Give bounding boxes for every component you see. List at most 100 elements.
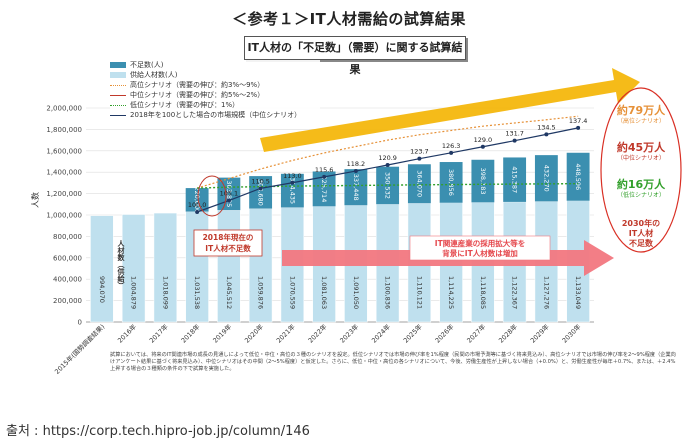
legend-label-mid: 中位シナリオ（需要の伸び：約5%～2%） — [130, 91, 265, 99]
supply-bar — [90, 215, 114, 323]
index-point — [449, 150, 454, 155]
index-value-label: 118.2 — [347, 160, 366, 168]
shortage-value-label: 303,835 — [225, 180, 233, 207]
current-shortage-circle — [197, 175, 227, 217]
supply-value-label: 1,118,085 — [479, 276, 487, 309]
shortage-bar — [376, 166, 400, 205]
supply-value-label: 1,100,836 — [384, 276, 392, 309]
legend-line-high — [110, 84, 126, 86]
page-title: ＜参考１＞IT人材需給の試算結果 — [232, 10, 466, 28]
shortage-2030-text-1: 2030年の — [622, 218, 660, 228]
shortage-value-label: 380,856 — [447, 169, 455, 196]
index-point — [258, 186, 263, 191]
supply-bar — [153, 212, 178, 323]
x-tick-label: 2028年 — [496, 322, 519, 345]
shortage-value-label: 448,596 — [574, 163, 582, 190]
bar-labels: 994,070 1,004,879 1,018,099 220,000 1,031,53… — [98, 163, 582, 309]
shortage-value-label: 398,183 — [479, 168, 487, 195]
y-tick-label: 1,000,000 — [46, 212, 82, 220]
index-value-label: 120.9 — [378, 154, 397, 162]
index-value-label: 131.7 — [505, 130, 524, 138]
index-point — [544, 132, 549, 137]
current-shortage-text-1: 2018年現在の — [203, 232, 254, 242]
index-value-label: 123.7 — [410, 148, 429, 156]
low-scenario-line — [197, 182, 579, 189]
y-tick-label: 1,800,000 — [46, 126, 82, 134]
shortage-bar — [312, 171, 336, 207]
index-point — [385, 162, 390, 167]
x-tick-label: 2016年 — [115, 322, 138, 345]
supply-value-label: 1,091,050 — [352, 276, 360, 309]
y-tick-label: 400,000 — [53, 276, 82, 284]
market-growth-text-3: 今後も拡大 — [393, 94, 434, 104]
x-tick-label: 2025年 — [401, 322, 424, 345]
x-tick-label: 2017年 — [147, 322, 170, 345]
legend-label-high: 高位シナリオ（需要の伸び：約3%～9%） — [130, 81, 265, 89]
legend-item-shortage: 不足数(人) — [110, 60, 320, 70]
low-scenario-value: 約16万人 — [617, 177, 666, 191]
index-value-label: 105.1 — [220, 190, 239, 198]
x-tick-label: 2026年 — [433, 322, 456, 345]
index-point — [512, 138, 517, 143]
shortage-bar — [566, 152, 590, 201]
x-tick-label: 2018年 — [179, 322, 202, 345]
legend-label-shortage: 不足数(人) — [130, 61, 164, 69]
supply-value-label: 1,122,367 — [511, 276, 519, 309]
index-point — [195, 210, 200, 214]
chart-title: IT人材の「不足数」（需要）に関する試算結果 — [244, 36, 466, 76]
market-growth-arrow — [260, 68, 640, 152]
legend-swatch-supply — [110, 72, 126, 78]
index-point — [353, 169, 358, 174]
shortage-bar — [439, 162, 463, 203]
shortage-bar — [534, 155, 558, 202]
x-tick-label: 2021年 — [274, 322, 297, 345]
index-point — [290, 180, 295, 185]
index-value-label: 134.5 — [537, 123, 556, 131]
x-tick-label: 2015年(国勢調査結果) — [52, 322, 106, 376]
shortage-value-label: 364,070 — [415, 170, 423, 197]
x-tick-label: 2027年 — [465, 322, 488, 345]
shortage-bar — [471, 159, 495, 203]
market-growth-text-2: IT関連市場規模は — [382, 84, 446, 94]
chart-frame: 0 200,000 400,000 600,000 800,000 1,000,000 1,… — [24, 30, 688, 410]
index-point — [322, 174, 327, 179]
shortage-value-label: 303,680 — [257, 179, 265, 206]
y-tick-label: 1,400,000 — [46, 169, 82, 177]
supply-value-label: 1,114,225 — [447, 276, 455, 309]
legend-line-mid — [110, 94, 126, 96]
shortage-bar — [185, 188, 209, 212]
shortage-value-label: 337,448 — [352, 174, 360, 201]
source-line: 출처 : https://corp.tech.hipro-job.jp/colu… — [6, 420, 310, 439]
legend-item-high: 高位シナリオ（需要の伸び：約3%～9%） — [110, 80, 320, 90]
mid-scenario-value: 約45万人 — [617, 140, 666, 154]
supply-growth-text-1: IT関連産業の採用拡大等を — [435, 238, 525, 248]
source-link[interactable]: https://corp.tech.hipro-job.jp/column/14… — [42, 424, 310, 439]
shortage-value-label: 314,435 — [288, 177, 296, 204]
index-point — [480, 144, 485, 149]
x-tick-label: 2030年 — [560, 322, 583, 345]
index-value-label: 110.5 — [251, 177, 270, 185]
shortage-value-label: 220,000 — [193, 186, 201, 213]
legend-label-supply: 供給人材数(人) — [130, 71, 178, 79]
legend: 不足数(人) 供給人材数(人) 高位シナリオ（需要の伸び：約3%～9%） 中位シ… — [110, 60, 320, 120]
index-value-label: 115.6 — [315, 166, 334, 174]
supply-value-label: 1,004,879 — [130, 276, 138, 309]
index-value-label: 137.4 — [569, 117, 588, 125]
x-tick-label: 2024年 — [369, 322, 392, 345]
shortage-2030-oval — [600, 87, 682, 253]
shortage-2030-text-3: 不足数 — [629, 238, 654, 248]
legend-item-mid: 中位シナリオ（需要の伸び：約5%～2%） — [110, 90, 320, 100]
supply-growth-text-2: 背景にIT人材数は増加 — [442, 248, 517, 258]
supply-value-label: 1,070,559 — [288, 276, 296, 309]
legend-line-low — [110, 104, 126, 106]
current-shortage-text-2: IT人材不足数 — [205, 243, 251, 253]
mid-scenario-note: （中位シナリオ） — [617, 154, 665, 162]
shortage-bar — [249, 176, 273, 209]
supply-value-label: 1,127,276 — [542, 276, 550, 309]
y-axis-label: 人数 — [30, 192, 40, 208]
y-tick-label: 600,000 — [53, 254, 82, 262]
supply-value-label: 1,110,121 — [415, 276, 423, 309]
supply-value-label: 1,133,049 — [574, 276, 582, 309]
supply-bar — [121, 214, 146, 323]
index-point — [576, 125, 581, 130]
